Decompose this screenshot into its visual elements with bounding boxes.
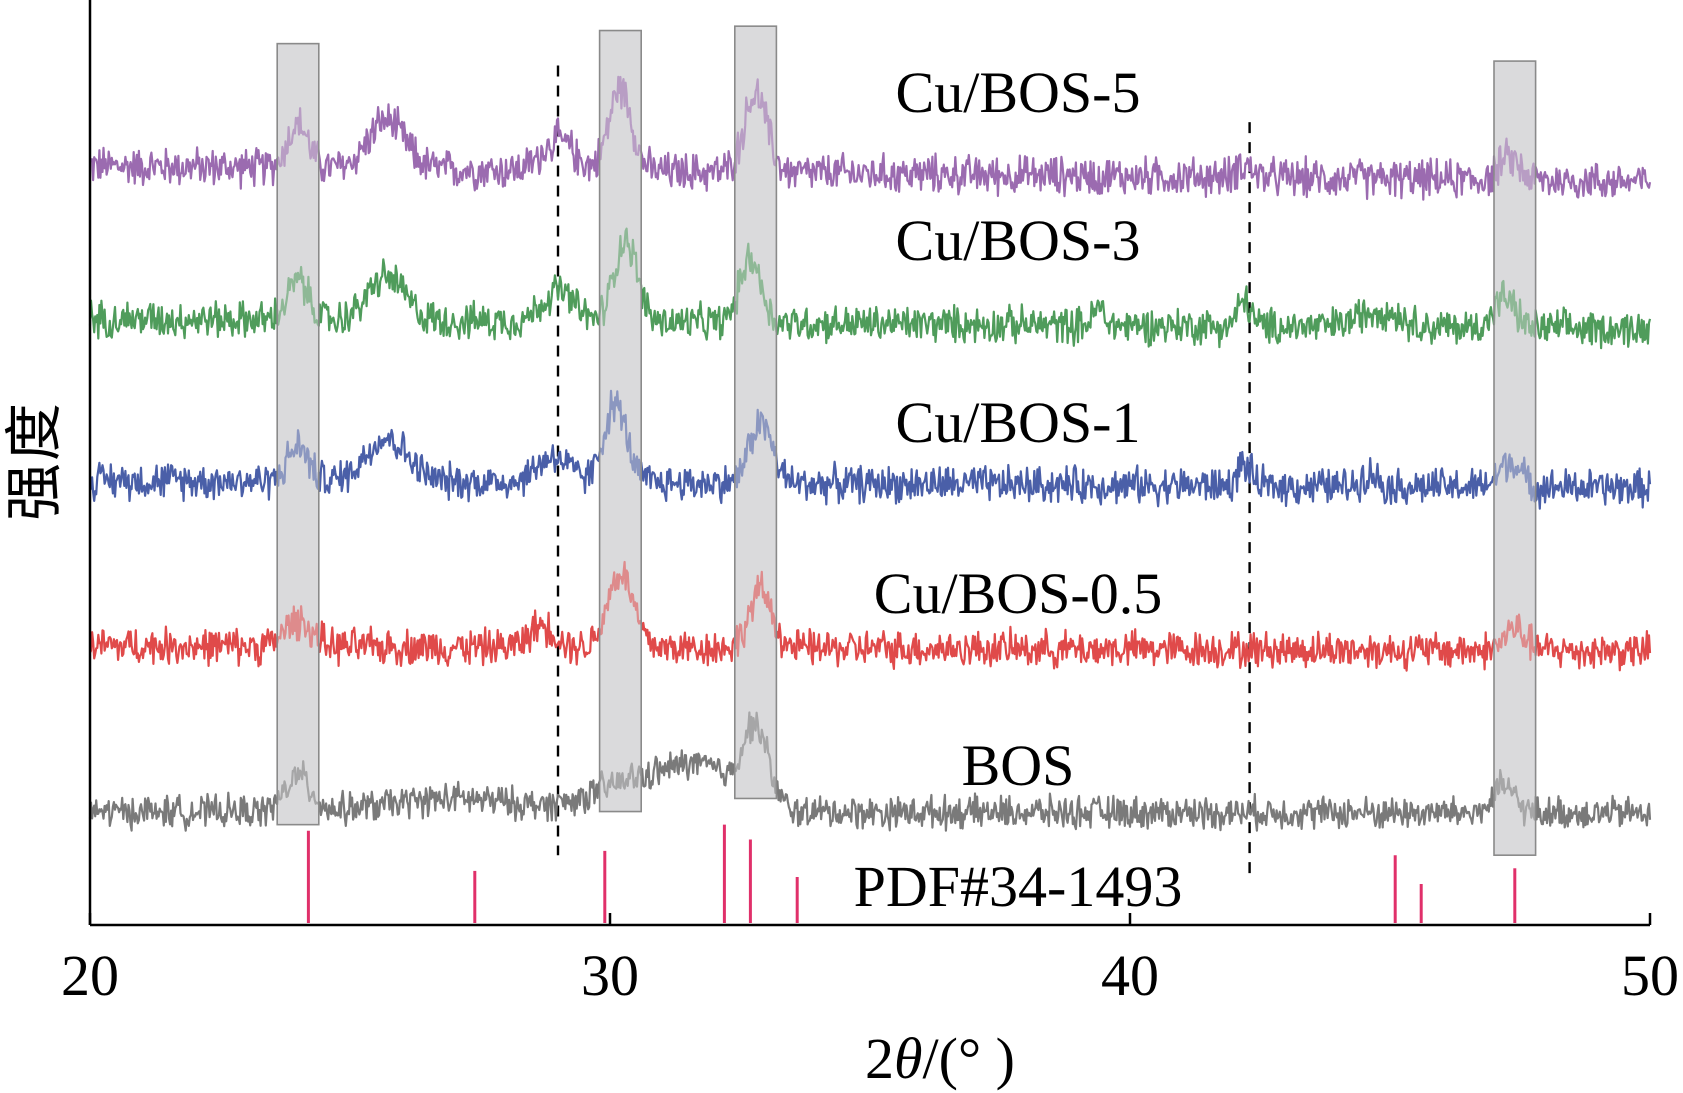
series-label-bos: BOS <box>962 733 1075 798</box>
series-label-cu-bos-1: Cu/BOS-1 <box>896 390 1141 455</box>
y-axis-title: 度 强 <box>0 403 68 521</box>
reference-lines <box>306 824 1517 923</box>
series-lines <box>88 75 1652 832</box>
series-label-cu-bos-3: Cu/BOS-3 <box>896 208 1141 273</box>
highlight-band <box>1494 61 1536 856</box>
highlight-band-overlay <box>598 29 642 813</box>
series-label-cu-bos-5: Cu/BOS-5 <box>896 60 1141 125</box>
band-overlays <box>276 25 1537 856</box>
series-line-3 <box>89 560 1652 672</box>
x-tick-label: 40 <box>1101 943 1159 1008</box>
highlight-band-overlay <box>276 42 320 826</box>
x-tick-label: 50 <box>1621 943 1679 1008</box>
x-tick-label: 20 <box>61 943 119 1008</box>
x-axis-title: 2θ/(° ) <box>865 1026 1015 1091</box>
dashed-guide-lines <box>556 65 1251 882</box>
x-axis-title-theta: θ <box>894 1026 923 1091</box>
series-line-4 <box>88 711 1652 832</box>
highlight-band-overlay <box>1493 60 1537 856</box>
series-label-cu-bos-0-5: Cu/BOS-0.5 <box>874 561 1162 626</box>
series-line-1 <box>88 227 1652 350</box>
x-tick-label: 30 <box>581 943 639 1008</box>
x-axis-title-number: 2 <box>865 1026 894 1091</box>
series-line-0 <box>88 75 1652 201</box>
highlight-band <box>734 26 777 799</box>
highlight-band-overlay <box>733 25 778 800</box>
x-axis-title-unit: /(° ) <box>923 1026 1015 1091</box>
reference-label: PDF#34-1493 <box>854 854 1183 919</box>
axes: 20 30 40 50 <box>61 0 1679 1008</box>
y-axis-title-char-1: 度 <box>0 403 68 461</box>
y-axis-title-char-0: 强 <box>0 463 68 521</box>
series-line-2 <box>89 389 1652 510</box>
